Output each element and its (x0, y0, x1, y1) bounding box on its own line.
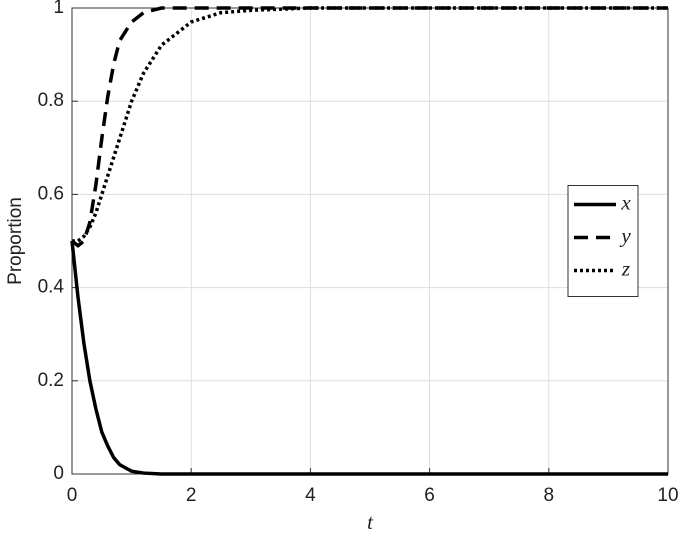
x-tick-label: 0 (67, 485, 78, 506)
x-tick-label: 10 (657, 485, 678, 506)
legend-label: x (620, 190, 631, 214)
x-tick-label: 2 (186, 485, 197, 506)
legend-label: z (621, 256, 630, 280)
data-line (70, 240, 668, 476)
data-line (72, 6, 668, 243)
y-tick-label: 1 (53, 0, 64, 18)
x-axis-label: t (367, 510, 374, 534)
y-tick-label: 0 (53, 463, 64, 484)
x-tick-label: 6 (424, 485, 435, 506)
y-tick-label: 0.4 (38, 277, 65, 298)
x-tick-label: 8 (544, 485, 555, 506)
y-axis-label: Proportion (5, 197, 26, 285)
y-tick-label: 0.6 (38, 183, 64, 204)
x-tick-label: 4 (305, 485, 316, 506)
y-tick-label: 0.2 (38, 370, 64, 391)
legend-label: y (619, 223, 631, 247)
y-tick-label: 0.8 (38, 90, 64, 111)
